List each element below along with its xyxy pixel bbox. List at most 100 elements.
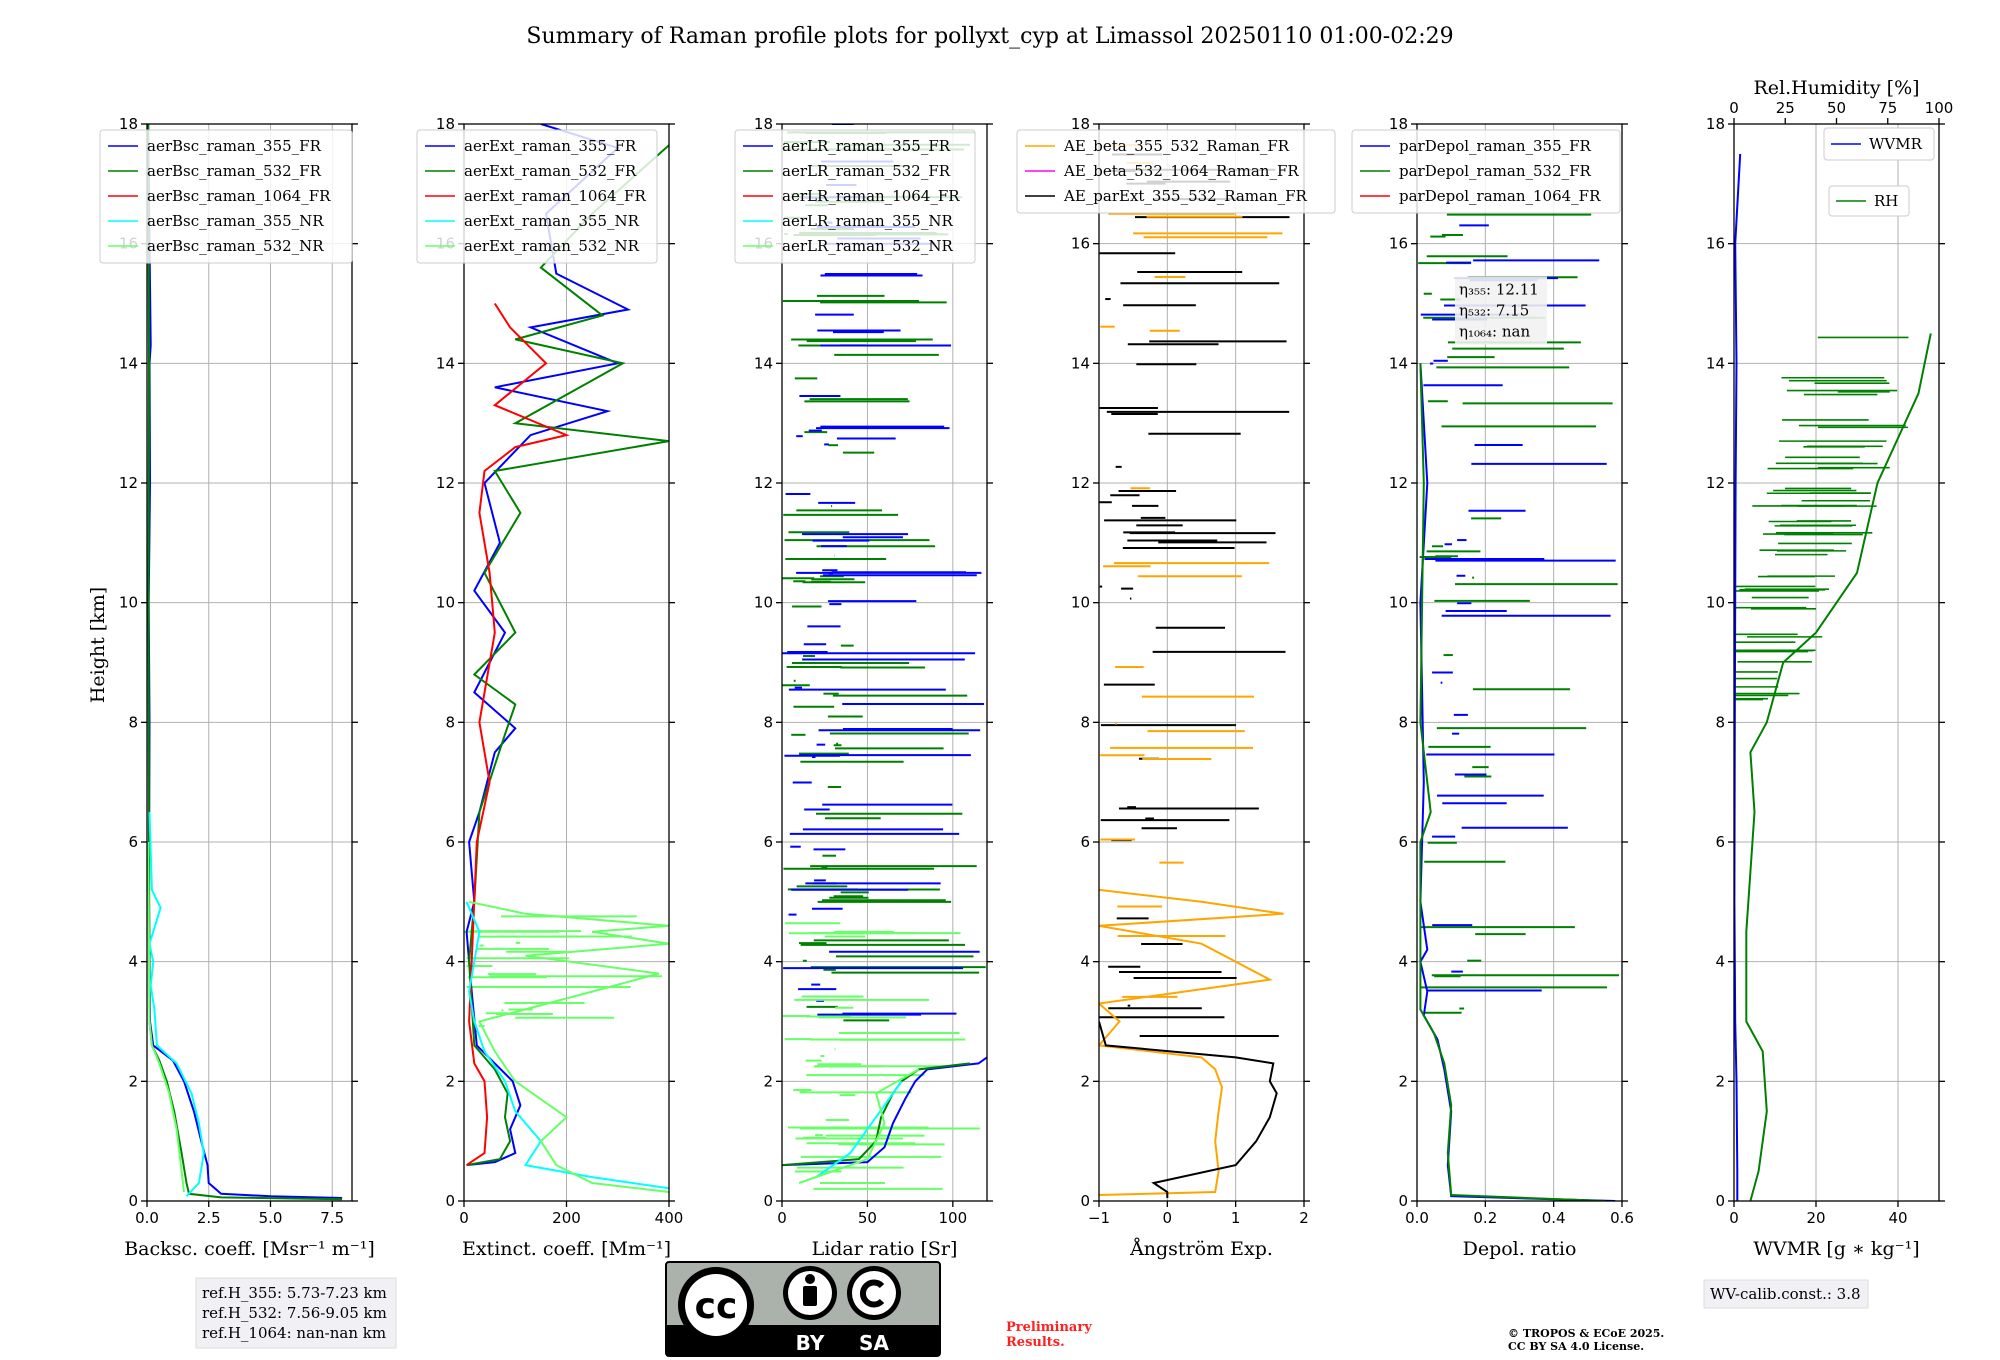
ref-height-box: ref.H_355: 5.73-7.23 km ref.H_532: 7.56-… xyxy=(195,1277,397,1349)
plot-area xyxy=(147,124,343,1201)
legend-lr: aerLR_raman_355_FR aerLR_raman_532_FR aerL… xyxy=(734,129,976,264)
series-aerLR_raman_355_NR xyxy=(815,1080,903,1178)
legend-label: parDepol_raman_532_FR xyxy=(1399,162,1592,180)
legend-label: RH xyxy=(1874,192,1898,210)
plot-area xyxy=(1418,213,1619,1201)
y-tick-label: 10 xyxy=(119,594,138,612)
x-tick-label: 5.0 xyxy=(259,1209,283,1227)
y-tick-label: 8 xyxy=(445,713,455,731)
legend-rh: RH xyxy=(1828,185,1910,217)
legend-label: aerBsc_raman_355_FR xyxy=(147,137,322,155)
x-tick-label: 0 xyxy=(1163,1209,1173,1227)
x-tick-label: 20 xyxy=(1806,1209,1825,1227)
x-tick-label: 0 xyxy=(459,1209,469,1227)
y-tick-label: 10 xyxy=(1071,594,1090,612)
legend-label: aerBsc_raman_355_NR xyxy=(147,212,324,230)
series-aerBsc_raman_355_NR xyxy=(148,812,205,1197)
legend-box xyxy=(1823,127,1935,161)
legend-label: aerExt_raman_355_NR xyxy=(464,212,640,230)
top-x-tick-label: 25 xyxy=(1776,99,1795,117)
cc-license-logo: cc BY SA xyxy=(665,1261,941,1357)
x-tick-label: 400 xyxy=(655,1209,684,1227)
y-tick-label: 16 xyxy=(1706,235,1725,253)
series-aerBsc_raman_532_NR xyxy=(147,841,185,1193)
y-tick-label: 6 xyxy=(1715,833,1725,851)
series-aerLR_raman_532_NR xyxy=(798,1068,920,1184)
series-aerExt_raman_355_NR xyxy=(465,901,669,1190)
series-aerLR_raman_532_FR xyxy=(782,1062,971,1167)
y-tick-label: 0 xyxy=(1398,1192,1408,1210)
x-tick-label: 2.5 xyxy=(197,1209,221,1227)
copyright-line-2: CC BY SA 4.0 License. xyxy=(1508,1340,1644,1353)
y-tick-label: 4 xyxy=(1398,953,1408,971)
y-tick-label: 14 xyxy=(1389,354,1408,372)
x-tick-label: −1 xyxy=(1088,1209,1110,1227)
legend-label: aerLR_raman_532_FR xyxy=(782,162,951,180)
x-tick-label: 0.4 xyxy=(1542,1209,1566,1227)
height-axis-label: Height [km] xyxy=(87,587,109,703)
cc-by-label: BY xyxy=(796,1331,825,1355)
y-tick-label: 8 xyxy=(763,713,773,731)
preliminary-note: Preliminary Results. xyxy=(1006,1320,1096,1350)
y-tick-label: 10 xyxy=(436,594,455,612)
y-tick-label: 16 xyxy=(1389,235,1408,253)
eta-value: η₁₀₆₄: nan xyxy=(1459,323,1530,341)
legend-label: parDepol_raman_355_FR xyxy=(1399,137,1592,155)
legend-box xyxy=(416,129,658,264)
legend-box xyxy=(1016,129,1336,214)
series-aerExt_raman_1064_FR xyxy=(466,302,570,1166)
y-tick-label: 6 xyxy=(763,833,773,851)
legend-label: aerBsc_raman_532_FR xyxy=(147,162,322,180)
eta-box xyxy=(1455,276,1547,345)
legend-label: AE_beta_532_1064_Raman_FR xyxy=(1063,162,1299,180)
cc-sa-label: SA xyxy=(859,1331,889,1355)
legend-box xyxy=(1351,129,1621,214)
wv-calib-box: WV-calib.const.: 3.8 xyxy=(1703,1279,1869,1309)
series-aerExt_raman_532_NR xyxy=(468,900,669,1193)
y-tick-label: 12 xyxy=(754,474,773,492)
series-aerExt_raman_355_FR xyxy=(465,124,632,1167)
x-tick-label: 7.5 xyxy=(320,1209,344,1227)
y-tick-label: 2 xyxy=(1398,1072,1408,1090)
y-tick-label: 0 xyxy=(763,1192,773,1210)
y-tick-label: 12 xyxy=(436,474,455,492)
y-tick-label: 4 xyxy=(445,953,455,971)
legend-label: aerLR_raman_355_NR xyxy=(782,212,953,230)
x-tick-label: 0 xyxy=(1729,1209,1739,1227)
y-tick-label: 10 xyxy=(1389,594,1408,612)
figure-title: Summary of Raman profile plots for polly… xyxy=(526,24,1453,49)
top-x-tick-label: 50 xyxy=(1827,99,1846,117)
legend-label: parDepol_raman_1064_FR xyxy=(1399,187,1601,205)
legend-label: aerExt_raman_355_FR xyxy=(464,137,637,155)
series-RH xyxy=(1745,333,1932,1201)
y-tick-label: 2 xyxy=(1080,1072,1090,1090)
ref-h-355: ref.H_355: 5.73-7.23 km xyxy=(202,1284,387,1302)
x-tick-label: 200 xyxy=(552,1209,581,1227)
legend-wvmr: WVMR xyxy=(1823,127,1935,161)
series-AE_parExt_355_532_Raman_FR xyxy=(1099,1021,1278,1198)
y-tick-label: 0 xyxy=(128,1192,138,1210)
ref-h-1064: ref.H_1064: nan-nan km xyxy=(202,1324,386,1342)
series-WVMR xyxy=(1734,153,1742,1201)
y-tick-label: 8 xyxy=(128,713,138,731)
eta-value: η₅₃₂: 7.15 xyxy=(1459,302,1529,320)
panel-frame xyxy=(1098,123,1305,1202)
copyright-line-1: © TROPOS & ECoE 2025. xyxy=(1508,1327,1664,1340)
legend-label: WVMR xyxy=(1869,135,1923,153)
top-axis-label: Rel.Humidity [%] xyxy=(1753,77,1919,99)
legend-bsc: aerBsc_raman_355_FR aerBsc_raman_532_FRae… xyxy=(99,129,353,264)
y-tick-label: 2 xyxy=(128,1072,138,1090)
y-tick-label: 2 xyxy=(445,1072,455,1090)
y-tick-label: 14 xyxy=(119,354,138,372)
panel-frame xyxy=(781,123,988,1202)
legend-box xyxy=(1828,185,1910,217)
legend-depol: parDepol_raman_355_FR parDepol_raman_532_… xyxy=(1351,129,1621,214)
x-tick-label: 100 xyxy=(939,1209,968,1227)
wv-calib-const: WV-calib.const.: 3.8 xyxy=(1710,1285,1861,1303)
y-tick-label: 8 xyxy=(1080,713,1090,731)
legend-label: aerLR_raman_1064_FR xyxy=(782,187,960,205)
